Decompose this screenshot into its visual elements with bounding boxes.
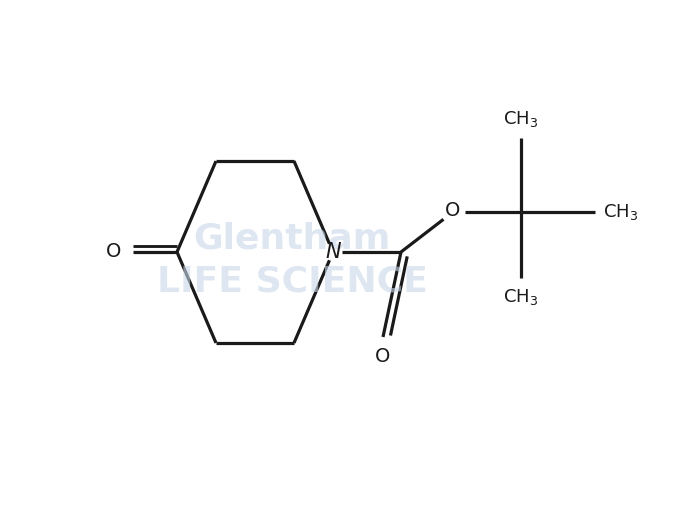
Text: CH$_3$: CH$_3$ — [503, 287, 539, 307]
Text: N: N — [325, 242, 341, 262]
Text: O: O — [375, 347, 390, 366]
Text: O: O — [106, 241, 121, 261]
Text: Glentham
LIFE SCIENCE: Glentham LIFE SCIENCE — [157, 222, 428, 298]
Text: O: O — [445, 201, 461, 219]
Text: CH$_3$: CH$_3$ — [503, 109, 539, 129]
Text: CH$_3$: CH$_3$ — [603, 202, 638, 222]
